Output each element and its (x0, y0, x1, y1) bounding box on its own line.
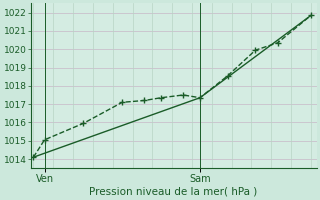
X-axis label: Pression niveau de la mer( hPa ): Pression niveau de la mer( hPa ) (90, 187, 258, 197)
